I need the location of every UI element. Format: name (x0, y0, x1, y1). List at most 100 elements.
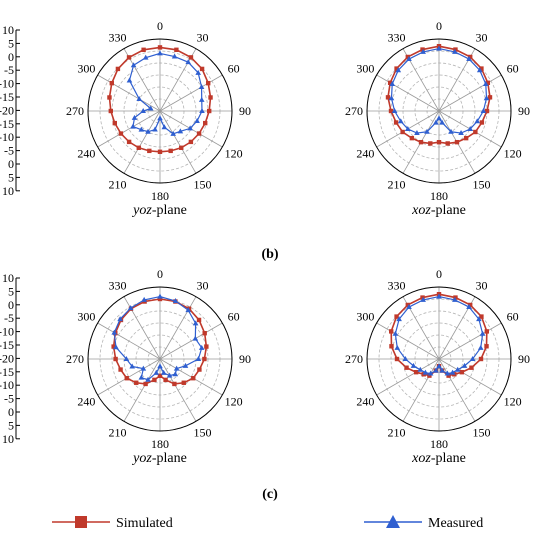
radial-tick-label: -20 (0, 103, 14, 117)
angle-tick-label: 30 (476, 30, 488, 44)
series-point-simulated (404, 365, 409, 370)
series-point-measured (469, 356, 476, 361)
radial-tick-label: -15 (0, 338, 14, 352)
series-point-measured (394, 344, 401, 350)
series-point-measured (392, 330, 399, 336)
series-point-measured (138, 374, 145, 380)
series-point-measured (157, 363, 163, 369)
series-point-simulated (420, 47, 425, 52)
series-point-measured (436, 363, 442, 369)
series-point-simulated (393, 120, 399, 125)
series-point-simulated (163, 377, 168, 383)
grid-spoke (376, 358, 440, 396)
angle-tick-label: 150 (473, 178, 491, 192)
angle-tick-label: 90 (518, 352, 530, 366)
series-point-simulated (479, 66, 484, 71)
series-point-simulated (484, 108, 490, 114)
series-point-simulated (141, 47, 146, 52)
series-point-measured (410, 362, 417, 368)
series-point-simulated (385, 95, 391, 100)
series-point-measured (177, 128, 184, 134)
series-point-simulated (113, 356, 118, 362)
series-point-measured (147, 105, 154, 111)
series-point-simulated (157, 149, 163, 154)
series-point-measured (476, 316, 482, 322)
polar-plot-1: 03060901201501802102402703003301050-5-10… (0, 19, 251, 218)
series-point-simulated (204, 344, 209, 349)
series-point-simulated (196, 131, 202, 136)
series-point-measured (192, 335, 199, 341)
grid-spoke (159, 110, 197, 174)
angle-tick-label: 210 (109, 178, 127, 192)
series-point-simulated (459, 370, 465, 375)
angle-tick-label: 150 (194, 426, 212, 440)
plane-label-axis: xoz (411, 203, 431, 218)
angle-tick-label: 0 (436, 19, 442, 33)
polar-plot-2: 0 30 60 90 120 150 180 210 240 270 300 330 xoz-plane (345, 19, 530, 218)
series-point-simulated (206, 80, 211, 86)
series-point-simulated (118, 131, 124, 136)
grid-spoke (97, 110, 161, 148)
angle-tick-label: 240 (356, 147, 374, 161)
series-point-simulated (124, 376, 129, 381)
series-point-measured (474, 118, 481, 124)
series-point-measured (433, 367, 439, 373)
series-point-measured (140, 365, 147, 371)
angle-tick-label: 270 (66, 352, 84, 366)
grid-spoke (376, 74, 440, 112)
series-point-measured (452, 48, 458, 54)
series-point-simulated (468, 54, 473, 60)
series-point-simulated (136, 145, 141, 150)
angle-tick-label: 180 (151, 189, 169, 203)
series-point-measured (467, 126, 473, 131)
series-point-simulated (108, 108, 113, 114)
series-point-simulated (446, 373, 451, 378)
series-point-simulated (405, 302, 410, 308)
grid-spoke (438, 322, 502, 360)
plane-label: xoz-plane (411, 203, 466, 218)
radial-tick-label: 5 (8, 36, 14, 50)
radial-tick-label: -5 (4, 144, 14, 158)
radial-tick-label: 0 (8, 50, 14, 64)
series-point-simulated (473, 129, 478, 135)
series-point-measured (185, 59, 191, 65)
grid-spoke (159, 296, 197, 360)
polar-plot-3: 03060901201501802102402703003301050-5-10… (0, 267, 251, 466)
series-point-simulated (208, 95, 213, 100)
series-point-measured (182, 362, 189, 368)
grid-spoke (97, 74, 161, 112)
grid-spoke (402, 358, 440, 422)
series-point-simulated (418, 139, 424, 145)
radial-tick-label: -5 (4, 63, 14, 77)
radial-tick-label: -10 (0, 130, 14, 144)
series-point-measured (157, 115, 163, 121)
series-point-simulated (387, 80, 393, 85)
series-point-measured (198, 84, 205, 89)
series-point-simulated (112, 120, 117, 126)
series-point-measured (160, 369, 167, 375)
plane-label-axis: yoz (131, 451, 152, 466)
series-point-simulated (388, 108, 394, 114)
series-point-measured (199, 108, 205, 113)
series-point-measured (454, 366, 461, 372)
angle-tick-label: 90 (239, 104, 251, 118)
series-point-measured (113, 344, 119, 350)
legend: Simulated Measured (52, 515, 483, 531)
series-point-measured (129, 363, 135, 369)
angle-tick-label: 0 (157, 19, 163, 33)
grid-spoke (438, 74, 502, 112)
angle-tick-label: 330 (109, 278, 127, 292)
series-point-measured (153, 369, 160, 375)
angle-tick-label: 60 (228, 62, 240, 76)
series-point-simulated (453, 295, 458, 300)
angle-tick-label: 180 (430, 189, 448, 203)
series-point-simulated (179, 145, 184, 150)
angle-tick-label: 270 (66, 104, 84, 118)
radial-tick-label: -15 (0, 365, 14, 379)
series-point-measured (185, 307, 191, 313)
angle-tick-label: 60 (228, 310, 240, 324)
legend-marker-measured (386, 515, 400, 528)
series-point-simulated (191, 376, 196, 381)
series-point-simulated (199, 66, 205, 72)
